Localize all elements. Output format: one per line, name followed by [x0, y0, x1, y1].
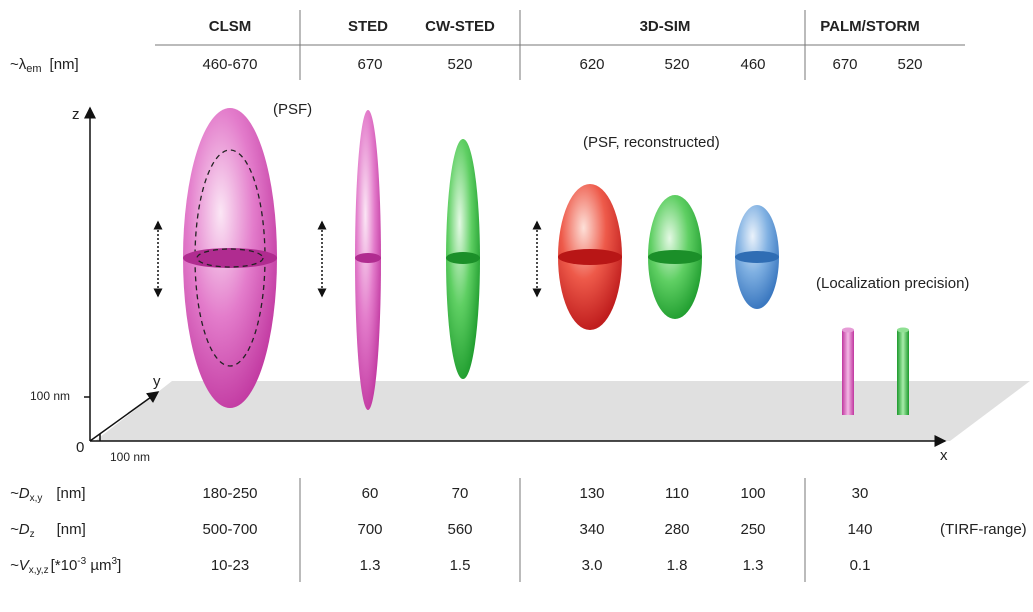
tick-label: 100 nm [30, 389, 70, 403]
cell: 500-700 [202, 521, 257, 538]
label-unit: [nm] [50, 56, 79, 73]
cell: 3.0 [582, 557, 603, 574]
cell: 1.8 [667, 557, 688, 574]
cell: 10-23 [211, 557, 249, 574]
cell: 70 [452, 485, 469, 502]
label-unit: [nm] [57, 521, 86, 538]
table-lines [155, 10, 965, 582]
cell: 460-670 [202, 56, 257, 73]
label-unit: [*10 [51, 557, 78, 574]
column-header: CLSM [209, 18, 252, 35]
cell: 520 [897, 56, 922, 73]
cell: 30 [852, 485, 869, 502]
column-header: PALM/STORM [820, 18, 919, 35]
annotation: (Localization precision) [816, 275, 969, 292]
cell: 110 [665, 485, 689, 502]
annotation: (PSF) [273, 101, 312, 118]
cell: 700 [357, 521, 382, 538]
label: ~D [10, 521, 30, 538]
cell: 250 [740, 521, 765, 538]
label: ~D [10, 485, 30, 502]
label-sub: x,y,z [29, 565, 49, 576]
cell: 60 [362, 485, 379, 502]
cell: 620 [579, 56, 604, 73]
row-label: ~Dx,y [nm] [10, 485, 86, 504]
cell: 1.3 [743, 557, 764, 574]
cell: 670 [832, 56, 857, 73]
cell: 560 [447, 521, 472, 538]
cell: 340 [579, 521, 604, 538]
cell: 1.3 [360, 557, 381, 574]
psf-shapes [183, 108, 909, 415]
label-unit: ] [117, 557, 121, 574]
row-label: ~Dz [nm] [10, 521, 86, 540]
axis-label: z [72, 106, 80, 123]
axis-label: y [153, 373, 161, 390]
label-sub: z [30, 529, 35, 540]
label: ~λ [10, 56, 27, 73]
label-sub: x,y [30, 493, 43, 504]
cell: 460 [740, 56, 765, 73]
row-label: ~Vx,y,z[*10-3 µm3] [10, 556, 121, 576]
column-header: CW-STED [425, 18, 495, 35]
cell: 0.1 [850, 557, 871, 574]
label-sub: em [26, 63, 41, 75]
cell: 140 [847, 521, 872, 538]
figure: z y x 100 nm 0 100 nm (PSF) (PSF, recons… [0, 0, 1033, 612]
label: ~V [10, 557, 31, 574]
tick-label: 0 [76, 439, 84, 456]
column-header: STED [348, 18, 388, 35]
cell: 280 [664, 521, 689, 538]
row-note: (TIRF-range) [940, 521, 1027, 538]
column-header: 3D-SIM [640, 18, 691, 35]
cell: 520 [664, 56, 689, 73]
cell: 180-250 [202, 485, 257, 502]
cell: 670 [357, 56, 382, 73]
axis-label: x [940, 447, 948, 464]
label-unit: µm [86, 557, 111, 574]
cell: 520 [447, 56, 472, 73]
row-label: ~λem [nm] [10, 56, 79, 75]
cell: 100 [740, 485, 765, 502]
label-unit: [nm] [56, 485, 85, 502]
cell: 1.5 [450, 557, 471, 574]
cell: 130 [579, 485, 604, 502]
tick-label: 100 nm [110, 450, 150, 464]
page: z y x 100 nm 0 100 nm (PSF) (PSF, recons… [0, 0, 1033, 612]
annotation: (PSF, reconstructed) [583, 134, 720, 151]
